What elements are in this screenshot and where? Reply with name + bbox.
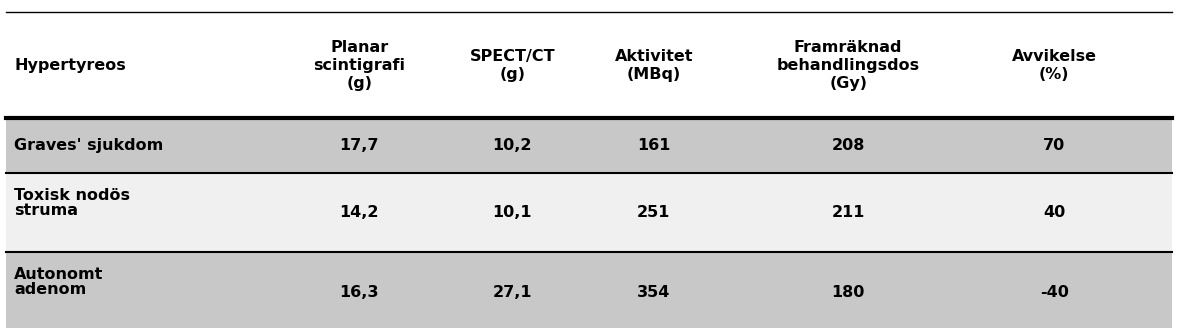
Text: 40: 40: [1044, 205, 1065, 220]
Text: SPECT/CT
(g): SPECT/CT (g): [470, 49, 555, 82]
Text: 211: 211: [832, 205, 865, 220]
Text: 70: 70: [1044, 138, 1065, 153]
Bar: [6, 12, 1172, 118]
Bar: [6, 252, 1172, 328]
Bar: [6, 118, 1172, 173]
Text: 27,1: 27,1: [492, 285, 532, 299]
Text: 10,2: 10,2: [492, 138, 532, 153]
Text: adenom: adenom: [14, 282, 86, 297]
Text: 208: 208: [832, 138, 865, 153]
Text: 10,1: 10,1: [492, 205, 532, 220]
Text: Autonomt: Autonomt: [14, 267, 104, 282]
Text: Avvikelse
(%): Avvikelse (%): [1012, 49, 1097, 82]
Text: 180: 180: [832, 285, 865, 299]
Text: 161: 161: [637, 138, 670, 153]
Bar: [6, 173, 1172, 252]
Text: Hypertyreos: Hypertyreos: [14, 58, 126, 73]
Text: Graves' sjukdom: Graves' sjukdom: [14, 138, 164, 153]
Text: 16,3: 16,3: [339, 285, 379, 299]
Text: 251: 251: [637, 205, 670, 220]
Text: Planar
scintigrafi
(g): Planar scintigrafi (g): [313, 40, 405, 91]
Text: struma: struma: [14, 203, 78, 218]
Text: 14,2: 14,2: [339, 205, 379, 220]
Text: Toxisk nodös: Toxisk nodös: [14, 188, 130, 203]
Text: Aktivitet
(MBq): Aktivitet (MBq): [615, 49, 693, 82]
Text: Framräknad
behandlingsdos
(Gy): Framräknad behandlingsdos (Gy): [776, 40, 920, 91]
Text: 354: 354: [637, 285, 670, 299]
Text: -40: -40: [1040, 285, 1068, 299]
Text: 17,7: 17,7: [339, 138, 379, 153]
